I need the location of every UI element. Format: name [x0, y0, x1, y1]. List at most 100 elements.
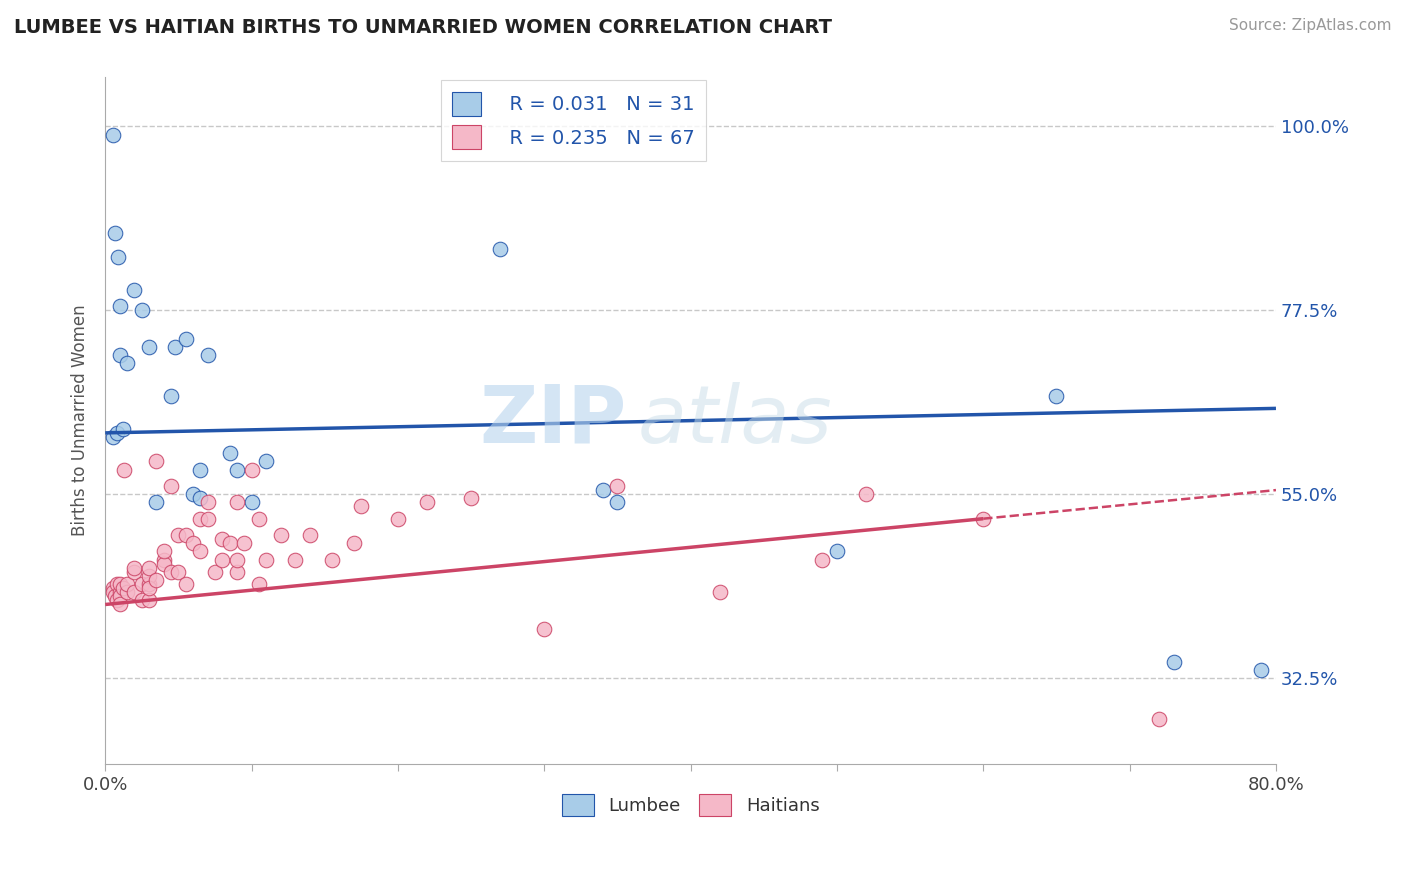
Point: [240, 495, 263, 509]
Point: [188, 511, 211, 525]
Point: [811, 552, 834, 566]
Point: [101, 430, 124, 444]
Point: [138, 581, 160, 595]
Point: [108, 590, 131, 604]
Legend: Lumbee, Haitians: Lumbee, Haitians: [554, 787, 827, 823]
Point: [321, 552, 343, 566]
Point: [606, 479, 628, 493]
Point: [111, 581, 134, 595]
Point: [416, 495, 439, 509]
Point: [105, 577, 128, 591]
Text: ZIP: ZIP: [479, 382, 626, 459]
Point: [174, 577, 197, 591]
Y-axis label: Births to Unmarried Women: Births to Unmarried Women: [72, 305, 89, 536]
Point: [107, 250, 129, 264]
Point: [247, 577, 270, 591]
Point: [145, 454, 167, 468]
Point: [115, 356, 138, 370]
Point: [101, 581, 124, 595]
Point: [247, 511, 270, 525]
Point: [1250, 663, 1272, 677]
Point: [115, 577, 138, 591]
Point: [226, 495, 249, 509]
Point: [174, 528, 197, 542]
Point: [124, 283, 146, 297]
Point: [165, 340, 187, 354]
Point: [108, 585, 131, 599]
Point: [108, 348, 131, 362]
Point: [124, 585, 146, 599]
Point: [138, 593, 160, 607]
Point: [350, 500, 373, 514]
Text: LUMBEE VS HAITIAN BIRTHS TO UNMARRIED WOMEN CORRELATION CHART: LUMBEE VS HAITIAN BIRTHS TO UNMARRIED WO…: [14, 18, 832, 37]
Point: [197, 511, 219, 525]
Point: [592, 483, 614, 497]
Point: [104, 226, 127, 240]
Point: [160, 565, 183, 579]
Point: [825, 544, 848, 558]
Point: [343, 536, 366, 550]
Point: [240, 463, 263, 477]
Point: [489, 242, 512, 256]
Point: [108, 577, 131, 591]
Point: [188, 463, 211, 477]
Point: [174, 332, 197, 346]
Point: [1045, 389, 1067, 403]
Point: [709, 585, 731, 599]
Point: [167, 528, 190, 542]
Point: [204, 565, 226, 579]
Point: [131, 593, 153, 607]
Point: [181, 487, 204, 501]
Point: [972, 511, 994, 525]
Point: [284, 552, 307, 566]
Point: [1147, 712, 1170, 726]
Point: [124, 565, 146, 579]
Point: [108, 299, 131, 313]
Point: [197, 348, 219, 362]
Point: [855, 487, 877, 501]
Point: [606, 495, 628, 509]
Point: [105, 425, 128, 440]
Point: [218, 536, 240, 550]
Point: [254, 552, 277, 566]
Point: [145, 573, 167, 587]
Point: [211, 532, 233, 546]
Point: [254, 454, 277, 468]
Point: [105, 593, 128, 607]
Point: [160, 389, 183, 403]
Point: [218, 446, 240, 460]
Point: [101, 585, 124, 599]
Point: [460, 491, 482, 506]
Point: [138, 560, 160, 574]
Point: [270, 528, 292, 542]
Point: [197, 495, 219, 509]
Point: [299, 528, 322, 542]
Point: [188, 544, 211, 558]
Point: [387, 511, 409, 525]
Point: [138, 569, 160, 583]
Point: [226, 463, 249, 477]
Point: [533, 622, 555, 636]
Point: [1163, 655, 1185, 669]
Point: [188, 491, 211, 506]
Point: [181, 536, 204, 550]
Point: [112, 463, 135, 477]
Point: [115, 585, 138, 599]
Point: [108, 598, 131, 612]
Point: [152, 544, 174, 558]
Point: [226, 552, 249, 566]
Point: [101, 128, 124, 142]
Point: [124, 560, 146, 574]
Point: [111, 422, 134, 436]
Point: [131, 303, 153, 318]
Point: [145, 495, 167, 509]
Point: [152, 557, 174, 571]
Point: [152, 552, 174, 566]
Text: Source: ZipAtlas.com: Source: ZipAtlas.com: [1229, 18, 1392, 33]
Point: [211, 552, 233, 566]
Point: [226, 565, 249, 579]
Point: [104, 590, 127, 604]
Text: atlas: atlas: [638, 382, 832, 459]
Point: [160, 479, 183, 493]
Point: [138, 577, 160, 591]
